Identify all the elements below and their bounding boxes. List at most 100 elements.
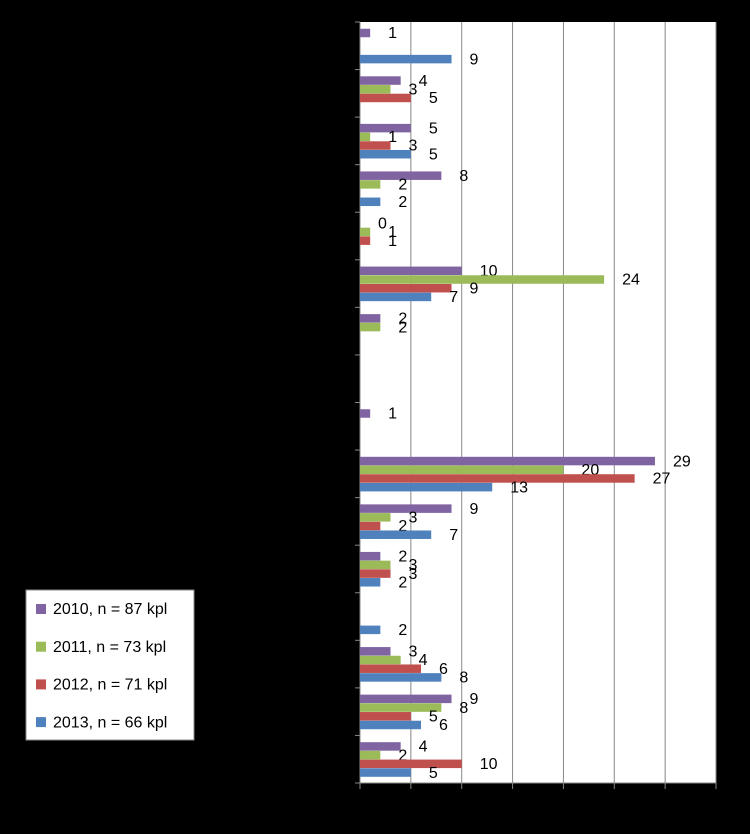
- legend-label: 2010, n = 87 kpl: [53, 601, 167, 618]
- data-label: 3: [409, 138, 418, 155]
- bar: [360, 314, 381, 323]
- bar: [360, 322, 381, 332]
- data-label: 5: [429, 120, 438, 137]
- bar: [360, 759, 462, 769]
- legend: [25, 589, 195, 741]
- bar: [360, 456, 655, 466]
- data-label: 13: [510, 479, 528, 496]
- data-label: 9: [470, 501, 479, 518]
- bar: [360, 171, 442, 180]
- bar: [360, 742, 401, 751]
- bar: [360, 141, 391, 150]
- legend-swatch: [36, 717, 46, 728]
- data-label: 5: [429, 90, 438, 107]
- data-label: 4: [419, 739, 428, 756]
- bar: [360, 465, 564, 475]
- data-label: 1: [388, 406, 397, 423]
- data-label: 2: [398, 311, 407, 328]
- data-label: 8: [459, 670, 468, 687]
- bar: [360, 93, 411, 103]
- data-label: 0: [378, 215, 387, 232]
- bar: [360, 712, 411, 721]
- bar: [360, 180, 381, 189]
- data-label: 8: [459, 700, 468, 717]
- legend-label: 2012, n = 71 kpl: [53, 677, 167, 694]
- bar: [360, 703, 442, 712]
- data-label: 8: [459, 168, 468, 185]
- data-label: 7: [449, 527, 458, 544]
- data-label: 6: [439, 661, 448, 678]
- legend-swatch: [36, 679, 46, 690]
- bar: [360, 283, 452, 293]
- bar: [360, 664, 422, 673]
- data-label: 2: [398, 622, 407, 639]
- bar: [360, 560, 391, 570]
- data-label: 2: [398, 575, 407, 592]
- data-label: 5: [429, 146, 438, 163]
- bar: [360, 474, 635, 483]
- data-label: 2: [398, 319, 407, 336]
- data-label: 3: [409, 557, 418, 574]
- bar: [360, 647, 391, 656]
- bar: [360, 132, 371, 142]
- bar: [360, 504, 452, 513]
- bar: [360, 149, 411, 159]
- data-label: 4: [419, 73, 428, 90]
- bar: [360, 513, 391, 522]
- data-label: 29: [673, 453, 691, 470]
- bar: [360, 625, 381, 635]
- bar: [360, 673, 442, 682]
- data-label: 1: [388, 224, 397, 241]
- data-label: 2: [398, 548, 407, 565]
- bar: [360, 720, 422, 730]
- bar: [360, 85, 391, 94]
- bar: [360, 54, 452, 64]
- data-label: 2: [398, 518, 407, 535]
- data-label: 5: [429, 765, 438, 782]
- data-label: 10: [480, 756, 498, 773]
- bar: [360, 655, 401, 665]
- data-label: 9: [470, 691, 479, 708]
- bar: [360, 28, 371, 38]
- legend-swatch: [36, 604, 46, 614]
- bar: [360, 76, 401, 85]
- data-label: 3: [409, 81, 418, 98]
- data-label: 2: [398, 194, 407, 211]
- bar: [360, 236, 371, 245]
- data-label: 3: [409, 510, 418, 527]
- bar: [360, 578, 381, 587]
- bar: [360, 123, 411, 133]
- data-label: 4: [419, 652, 428, 669]
- bar: [360, 551, 381, 561]
- bar: [360, 482, 493, 492]
- data-label: 1: [388, 25, 397, 42]
- data-label: 2: [398, 747, 407, 764]
- data-label: 9: [470, 280, 479, 297]
- data-label: 3: [409, 566, 418, 583]
- bar: [360, 750, 381, 760]
- data-label: 24: [622, 272, 640, 289]
- data-label: 7: [449, 289, 458, 306]
- bar: [360, 569, 391, 578]
- bar: [360, 292, 432, 302]
- legend-swatch: [36, 641, 46, 652]
- bar: [360, 768, 411, 777]
- legend-label: 2013, n = 66 kpl: [53, 714, 167, 731]
- data-label: 1: [388, 129, 397, 146]
- data-label: 27: [653, 471, 671, 488]
- bar: [360, 266, 462, 276]
- data-label: 3: [409, 644, 418, 661]
- data-label: 6: [439, 717, 448, 734]
- data-label: 2: [398, 177, 407, 194]
- data-label: 9: [470, 51, 479, 68]
- bar: [360, 521, 381, 531]
- legend-label: 2011, n = 73 kpl: [53, 639, 166, 656]
- data-label: 1: [388, 233, 397, 250]
- bar: [360, 275, 605, 284]
- bar: [360, 227, 371, 237]
- bar: [360, 409, 371, 418]
- bar: [360, 694, 452, 704]
- data-label: 5: [429, 708, 438, 725]
- plot-area: [360, 22, 716, 783]
